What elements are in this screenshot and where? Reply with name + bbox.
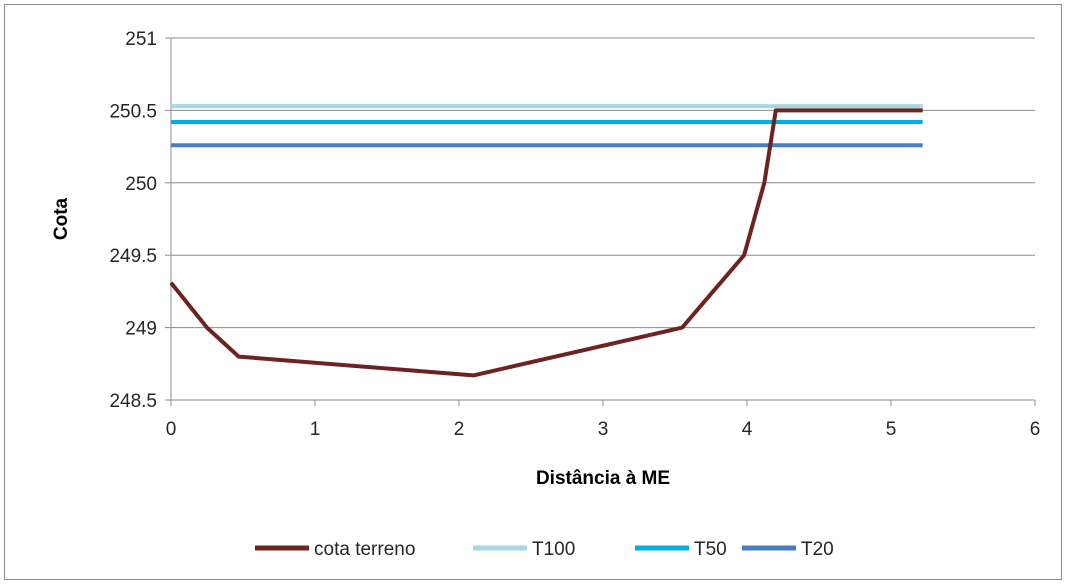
legend-item-t20: T20 [742,539,834,560]
legend-item-cota-terreno: cota terreno [255,539,415,560]
y-axis-title: Cota [51,197,72,240]
legend-label: T50 [694,539,727,560]
axes [165,37,1036,406]
x-tick-label: 6 [1030,419,1041,440]
series-lines [169,104,923,378]
y-tick-label: 250 [125,174,157,195]
legend: cota terreno T100 T50 T20 [255,539,834,560]
x-tick-label: 3 [598,419,609,440]
legend-label: T20 [801,539,834,560]
x-tick-label: 5 [886,419,897,440]
y-tick-label: 250.5 [109,101,157,122]
x-tick-label: 1 [310,419,321,440]
y-tick-label: 251 [125,29,157,50]
legend-item-t50: T50 [635,539,727,560]
x-tick-label: 4 [742,419,753,440]
y-tick-label: 249.5 [109,246,157,267]
tick-labels: 248.5 249 249.5 250 250.5 251 0 1 2 3 4 5 6 [109,29,1040,440]
legend-label: cota terreno [314,539,415,560]
legend-item-t100: T100 [473,539,575,560]
x-tick-label: 2 [454,419,465,440]
y-tick-label: 248.5 [109,391,157,412]
y-tick-label: 249 [125,319,157,340]
x-axis-title: Distância à ME [536,468,670,489]
legend-label: T100 [532,539,575,560]
gridlines [171,37,1035,329]
x-tick-label: 0 [166,419,177,440]
series-line-cota-terreno [169,108,923,378]
